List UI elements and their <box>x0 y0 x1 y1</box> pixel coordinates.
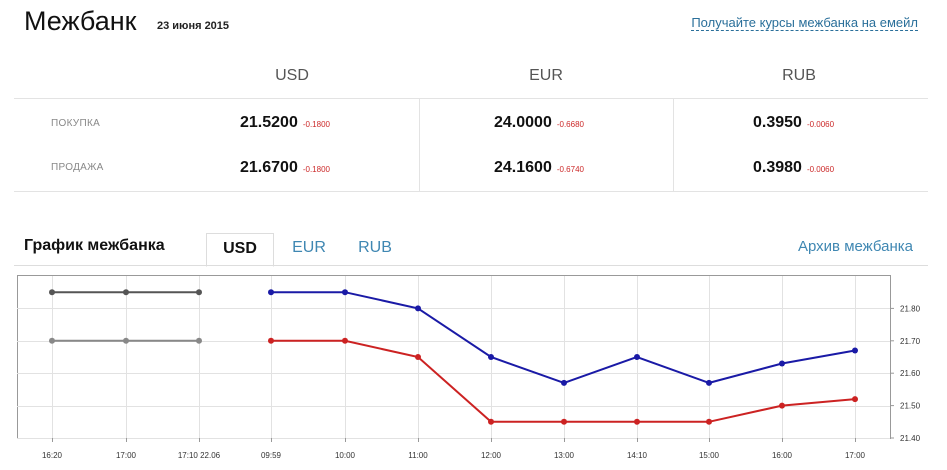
y-tick-label: 21.50 <box>900 402 921 411</box>
tab-eur[interactable]: EUR <box>292 239 326 256</box>
series-point-1 <box>196 337 202 344</box>
series-point-3 <box>706 418 712 425</box>
x-tick-label: 15:00 <box>699 451 720 460</box>
y-tick-label: 21.70 <box>900 337 921 346</box>
rate-value: 21.6700 <box>240 159 298 176</box>
series-point-3 <box>852 396 858 403</box>
series-point-3 <box>342 337 348 344</box>
rate-cell-eur-buy: 24.0000 -0.6680 <box>494 114 584 132</box>
rate-cell-usd-sell: 21.6700 -0.1800 <box>240 159 330 177</box>
rate-value: 24.0000 <box>494 114 552 131</box>
email-subscribe-link[interactable]: Получайте курсы межбанка на емейл <box>691 15 918 31</box>
rate-change: -0.0060 <box>806 165 835 174</box>
tabs-divider <box>14 265 928 266</box>
series-point-2 <box>852 347 858 354</box>
x-tick-label: 11:00 <box>408 451 428 460</box>
rate-chart-svg: 16:20 17:00 17:10 22.06 09:59 10:00 11:00 12:0… <box>17 275 921 460</box>
x-tick-label: 10:00 <box>335 451 356 460</box>
rate-value: 0.3950 <box>753 114 802 131</box>
y-tick-label: 21.40 <box>900 434 921 443</box>
series-point-2 <box>779 360 785 367</box>
divider <box>14 191 928 192</box>
x-tick-label: 13:00 <box>554 451 575 460</box>
currency-header-eur: EUR <box>529 67 563 84</box>
series-point-0 <box>196 289 202 296</box>
series-point-0 <box>123 289 129 296</box>
series-point-2 <box>342 289 348 296</box>
y-tick-label: 21.80 <box>900 304 921 313</box>
row-label-sell: ПРОДАЖА <box>51 162 104 173</box>
series-point-2 <box>268 289 274 296</box>
x-tick-label: 14:10 <box>627 451 648 460</box>
rate-cell-rub-sell: 0.3980 -0.0060 <box>753 159 834 177</box>
series-point-2 <box>561 379 567 386</box>
x-tick-label: 17:00 <box>845 451 866 460</box>
plot-frame <box>17 275 891 439</box>
chart-section-title: График межбанка <box>24 237 165 254</box>
rate-change: -0.1800 <box>302 165 330 174</box>
currency-header-usd: USD <box>275 67 309 84</box>
series-point-2 <box>706 379 712 386</box>
y-tick-label: 21.60 <box>900 369 921 378</box>
page-title: Межбанк <box>24 6 137 36</box>
x-tick-label: 09:59 <box>261 451 282 460</box>
x-tick-label: 16:00 <box>772 451 793 460</box>
series-point-1 <box>49 337 55 344</box>
series-point-3 <box>415 354 421 360</box>
rate-change: -0.0060 <box>806 120 835 129</box>
archive-link[interactable]: Архив межбанка <box>798 238 913 255</box>
rate-value: 0.3980 <box>753 159 802 176</box>
series-point-0 <box>49 289 55 296</box>
x-tick-label: 12:00 <box>481 451 502 460</box>
rate-value: 24.1600 <box>494 159 552 176</box>
rates-table: USD EUR RUB ПОКУПКА ПРОДАЖА 21.5200 -0.18… <box>14 58 928 192</box>
rate-change: -0.6680 <box>556 120 584 129</box>
series-point-2 <box>415 305 421 312</box>
divider <box>419 99 420 191</box>
currency-header-rub: RUB <box>782 67 816 84</box>
series-point-3 <box>634 418 640 425</box>
divider <box>14 98 928 99</box>
rates-date: 23 июня 2015 <box>157 20 230 32</box>
series-point-3 <box>561 418 567 425</box>
series-point-2 <box>488 354 494 360</box>
x-tick-label: 17:00 <box>116 451 137 460</box>
row-label-buy: ПОКУПКА <box>51 118 101 129</box>
rate-chart: 16:20 17:00 17:10 22.06 09:59 10:00 11:00 12:0… <box>14 270 928 465</box>
rate-change: -0.1800 <box>302 120 330 129</box>
rate-cell-rub-buy: 0.3950 -0.0060 <box>753 114 834 132</box>
tab-rub[interactable]: RUB <box>358 239 392 256</box>
x-tick-label: 16:20 <box>42 451 63 460</box>
x-tick-label: 17:10 22.06 <box>178 451 221 460</box>
series-point-2 <box>634 354 640 360</box>
rate-value: 21.5200 <box>240 114 298 131</box>
series-point-3 <box>779 402 785 409</box>
tab-usd[interactable]: USD <box>206 233 274 267</box>
divider <box>673 99 674 191</box>
series-point-1 <box>123 337 129 344</box>
rate-change: -0.6740 <box>556 165 584 174</box>
series-point-3 <box>488 418 494 425</box>
rate-cell-eur-sell: 24.1600 -0.6740 <box>494 159 584 177</box>
series-point-3 <box>268 337 274 344</box>
rate-cell-usd-buy: 21.5200 -0.1800 <box>240 114 330 132</box>
